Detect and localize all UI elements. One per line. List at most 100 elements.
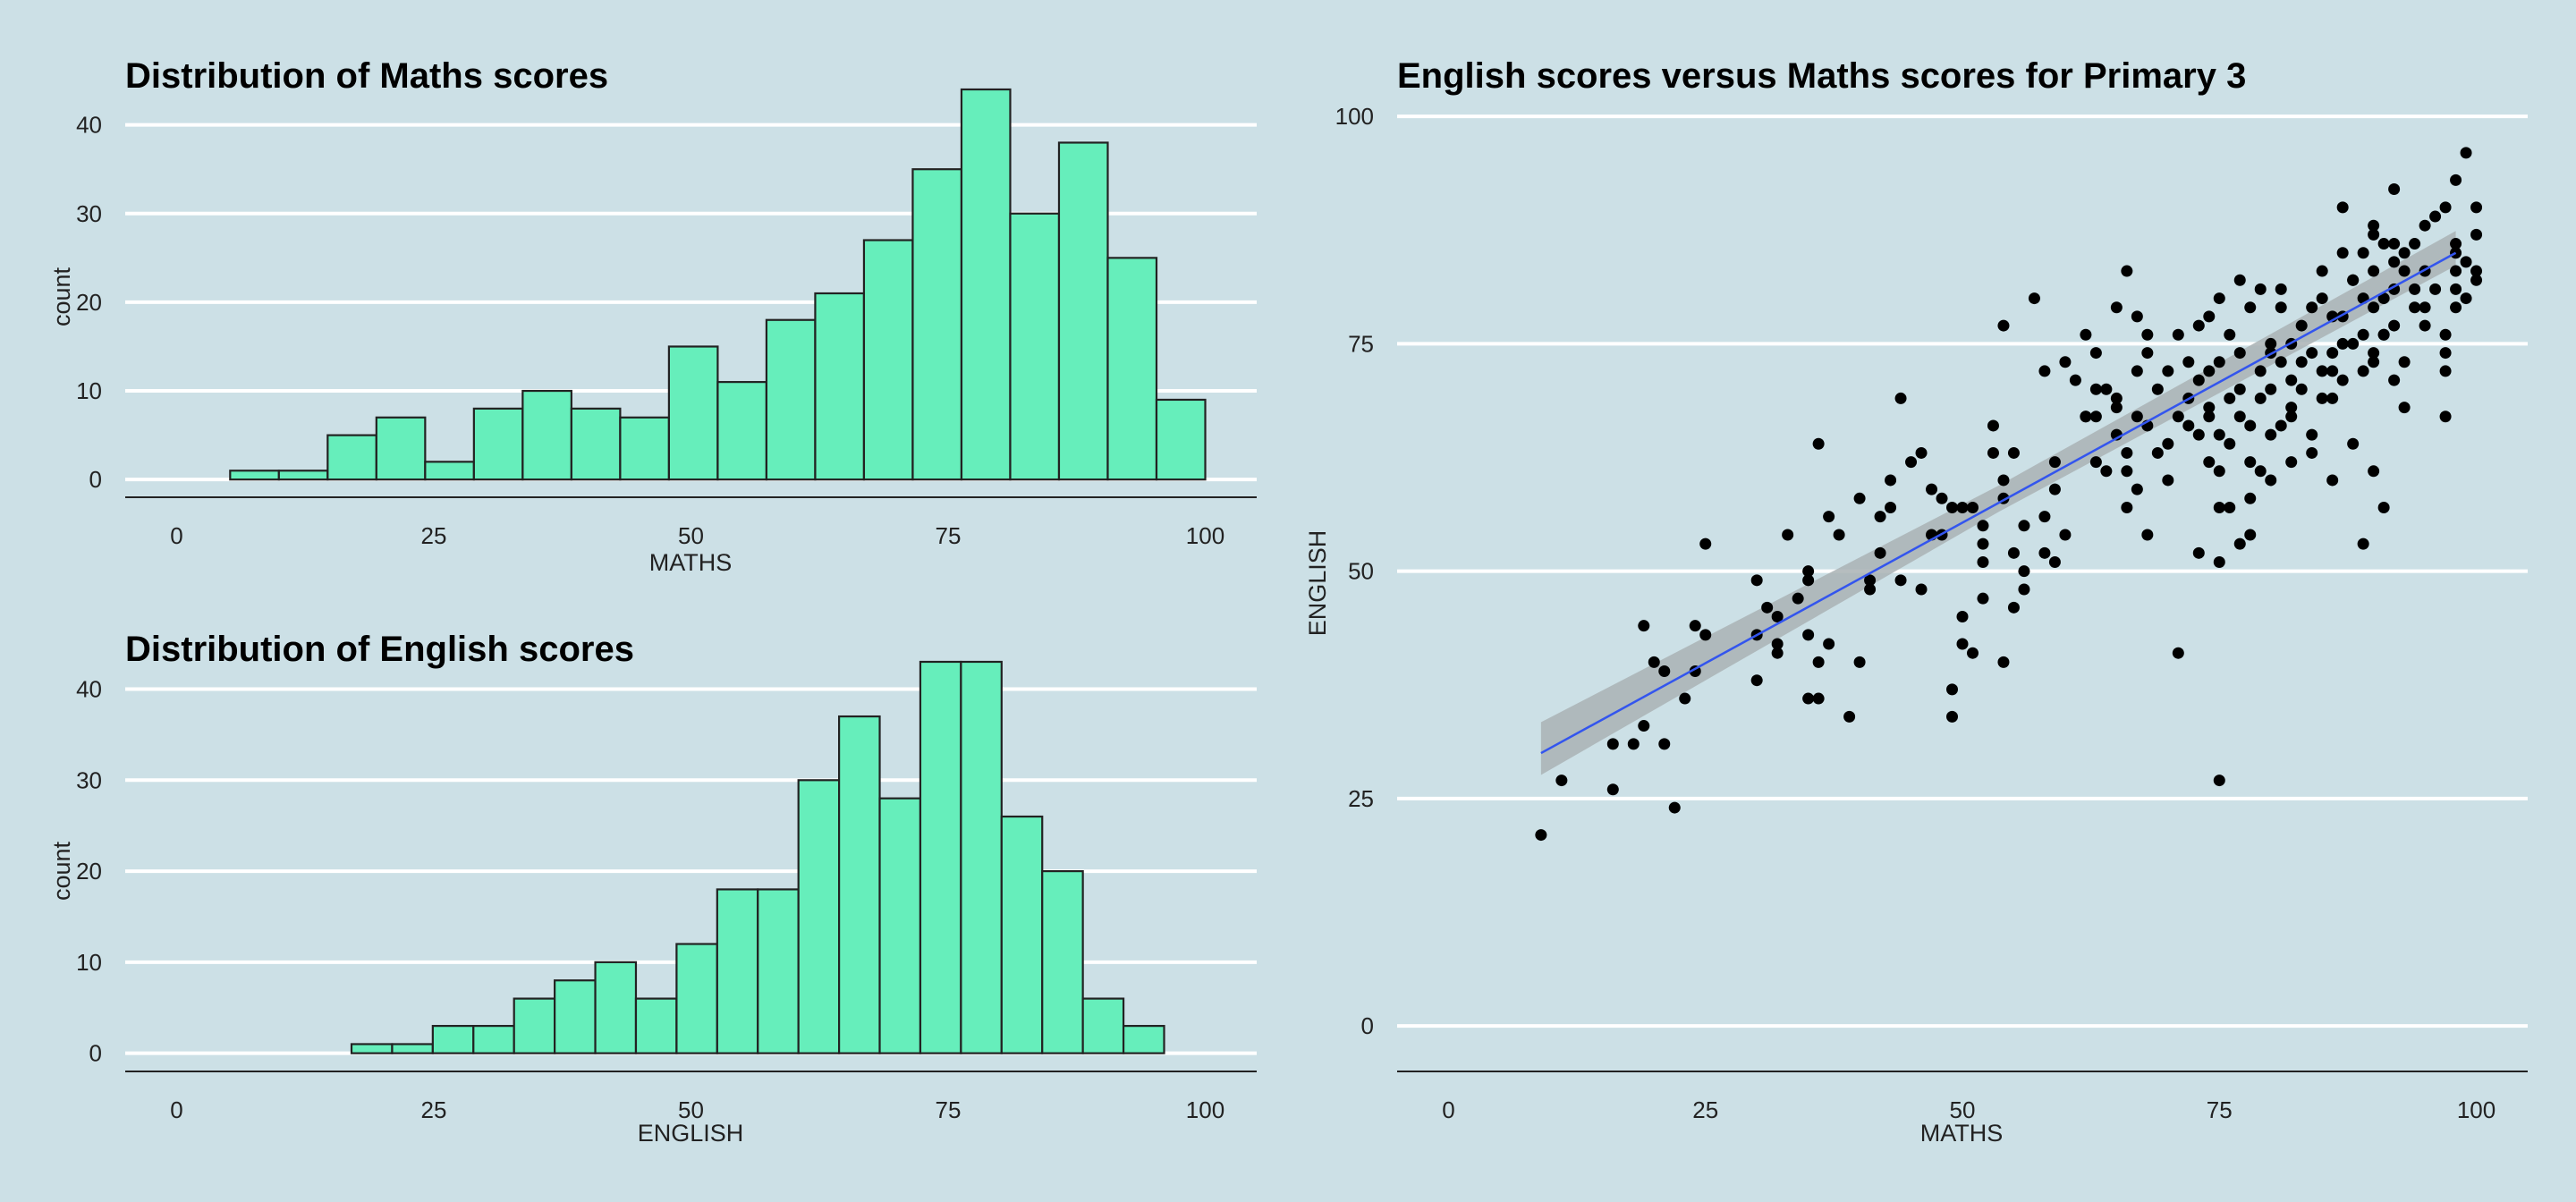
scatter-point xyxy=(1771,611,1784,623)
scatter-point xyxy=(2162,365,2174,377)
scatter-point xyxy=(2368,301,2380,314)
scatter-point xyxy=(1833,529,1845,541)
maths-histogram-panel: Distribution of Maths scores 0 10 20 30 40 0… xyxy=(48,56,1257,576)
scatter-point xyxy=(2265,428,2277,441)
scatter-point xyxy=(1750,574,1763,587)
scatter-point xyxy=(1915,446,1928,459)
scatter-point xyxy=(1627,738,1640,750)
histogram-bar xyxy=(757,888,800,1054)
scatter-point xyxy=(1802,692,1815,705)
scatter-point xyxy=(2388,283,2401,295)
scatter-point xyxy=(2326,392,2339,404)
scatter-point xyxy=(1894,392,1907,404)
scatter-point xyxy=(2080,328,2092,341)
scatter-point xyxy=(2244,456,2257,469)
scatter-point xyxy=(2213,465,2225,478)
scatter-point xyxy=(2470,265,2483,277)
histogram-bar xyxy=(878,797,922,1054)
scatter-point xyxy=(2275,301,2287,314)
english-y-axis-label: count xyxy=(48,841,75,901)
scatter-point xyxy=(2460,256,2472,268)
english-x-tick-labels: 0 25 50 75 100 xyxy=(170,1096,1224,1123)
scatter-point xyxy=(2460,292,2472,305)
histogram-bar xyxy=(1009,212,1061,481)
scatter-point xyxy=(2224,501,2236,513)
scatter-point xyxy=(2398,247,2411,259)
scatter-point xyxy=(1946,683,1959,696)
x-tick-label: 50 xyxy=(678,522,704,549)
scatter-point xyxy=(2368,465,2380,478)
maths-y-tick-labels: 0 10 20 30 40 xyxy=(76,112,102,494)
scatter-point xyxy=(2409,301,2421,314)
scatter-point xyxy=(2368,228,2380,241)
scatter-point xyxy=(2295,383,2308,395)
scatter-point xyxy=(2089,411,2102,423)
scatter-point xyxy=(2018,565,2030,578)
x-tick-label: 25 xyxy=(421,1096,447,1123)
scatter-point xyxy=(2398,265,2411,277)
x-tick-label: 0 xyxy=(170,1096,182,1123)
scatter-point xyxy=(1966,501,1979,513)
scatter-point xyxy=(2141,328,2154,341)
scatter-point xyxy=(2265,337,2277,350)
scatter-point xyxy=(2203,411,2216,423)
maths-y-axis-label: count xyxy=(48,267,75,326)
scatter-x-tick-labels: 0 25 50 75 100 xyxy=(1442,1096,2496,1123)
y-tick-label: 20 xyxy=(76,858,102,885)
histogram-bar xyxy=(391,1043,434,1054)
histogram-bar xyxy=(765,318,817,481)
scatter-point xyxy=(1853,492,1866,504)
scatter-point xyxy=(1689,620,1701,632)
scatter-point xyxy=(1535,829,1547,842)
scatter-point xyxy=(2306,446,2318,459)
histogram-bar xyxy=(431,1025,475,1054)
scatter-point xyxy=(2069,374,2081,386)
scatter-point xyxy=(1956,501,1969,513)
scatter-point xyxy=(2357,247,2369,259)
scatter-point xyxy=(1699,538,1712,550)
scatter-title: English scores versus Maths scores for P… xyxy=(1397,56,2246,96)
scatter-point xyxy=(2336,337,2349,350)
scatter-point xyxy=(2285,411,2298,423)
scatter-point xyxy=(2244,529,2257,541)
scatter-point xyxy=(2254,465,2267,478)
scatter-point xyxy=(2275,283,2287,295)
scatter-point xyxy=(2018,583,2030,596)
scatter-point xyxy=(2336,247,2349,259)
scatter-point xyxy=(2439,347,2452,360)
histogram-bar xyxy=(1000,815,1044,1054)
scatter-point xyxy=(1885,501,1897,513)
scatter-point xyxy=(2121,446,2133,459)
scatter-point xyxy=(2059,356,2072,368)
scatter-point xyxy=(1823,511,1835,523)
histogram-bar xyxy=(472,1025,515,1054)
scatter-point xyxy=(1648,656,1660,668)
histogram-bar xyxy=(667,345,719,481)
scatter-point xyxy=(2285,374,2298,386)
y-tick-label: 25 xyxy=(1348,785,1374,812)
x-tick-label: 100 xyxy=(2457,1096,2496,1123)
scatter-point xyxy=(1792,592,1804,605)
scatter-point xyxy=(2213,292,2225,305)
english-y-tick-labels: 0 10 20 30 40 xyxy=(76,676,102,1067)
scatter-point xyxy=(2285,456,2298,469)
english-histogram-panel: Distribution of English scores 0 10 20 30 40… xyxy=(48,630,1257,1147)
scatter-point xyxy=(2089,347,2102,360)
scatter-point xyxy=(2192,428,2205,441)
x-tick-label: 0 xyxy=(170,522,182,549)
scatter-point xyxy=(2141,529,2154,541)
maths-x-tick-labels: 0 25 50 75 100 xyxy=(170,522,1224,549)
scatter-point xyxy=(2162,474,2174,487)
scatter-point xyxy=(1997,319,2010,332)
histogram-bar xyxy=(634,997,678,1054)
scatter-point xyxy=(1668,801,1681,814)
scatter-point xyxy=(1894,574,1907,587)
scatter-point xyxy=(2439,328,2452,341)
scatter-point xyxy=(1956,611,1969,623)
x-tick-label: 100 xyxy=(1186,1096,1224,1123)
scatter-point xyxy=(2357,538,2369,550)
scatter-point xyxy=(1658,665,1671,678)
scatter-x-axis-label: MATHS xyxy=(1920,1120,2004,1147)
scatter-point xyxy=(1812,437,1825,450)
